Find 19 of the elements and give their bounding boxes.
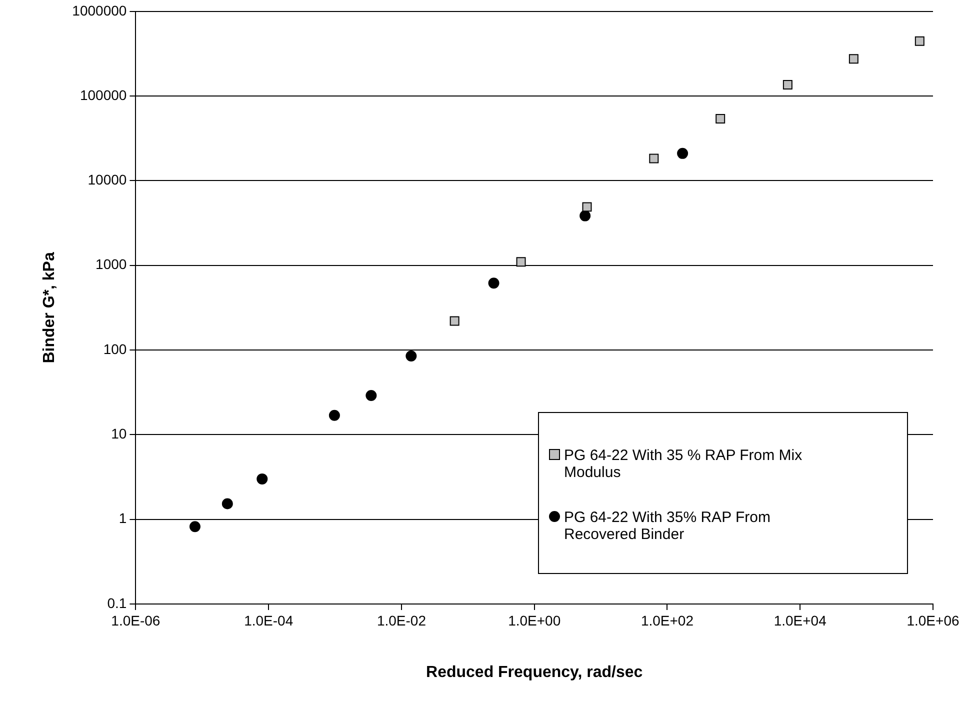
x-tick-label: 1.0E+00	[508, 612, 561, 628]
y-tick-label: 100	[103, 340, 127, 357]
y-tick-label: 1	[118, 510, 127, 526]
x-tick-label: 1.0E-06	[111, 612, 160, 628]
x-tick-label: 1.0E-02	[376, 612, 426, 628]
x-tick-label: 1.0E+06	[906, 612, 960, 628]
y-tick-label: 1000000	[72, 2, 127, 18]
y-axis-title: Binder G*, kPa	[41, 252, 58, 364]
y-tick-label: 0.1	[107, 594, 127, 611]
x-tick-label: 1.0E+04	[774, 612, 827, 628]
legend-label: PG 64-22 With 35 % RAP From Mix Modulus	[564, 447, 804, 481]
y-tick-label: 10000	[88, 172, 127, 188]
y-tick-label: 10	[111, 426, 127, 442]
y-tick-label: 1000	[96, 256, 127, 272]
legend-label: PG 64-22 With 35% RAP From Recovered Binder	[564, 509, 772, 543]
x-tick-label: 1.0E-04	[244, 612, 294, 628]
x-axis-title: Reduced Frequency, rad/sec	[426, 664, 643, 681]
y-tick-label: 100000	[80, 86, 127, 103]
x-tick-label: 1.0E+02	[640, 612, 694, 628]
